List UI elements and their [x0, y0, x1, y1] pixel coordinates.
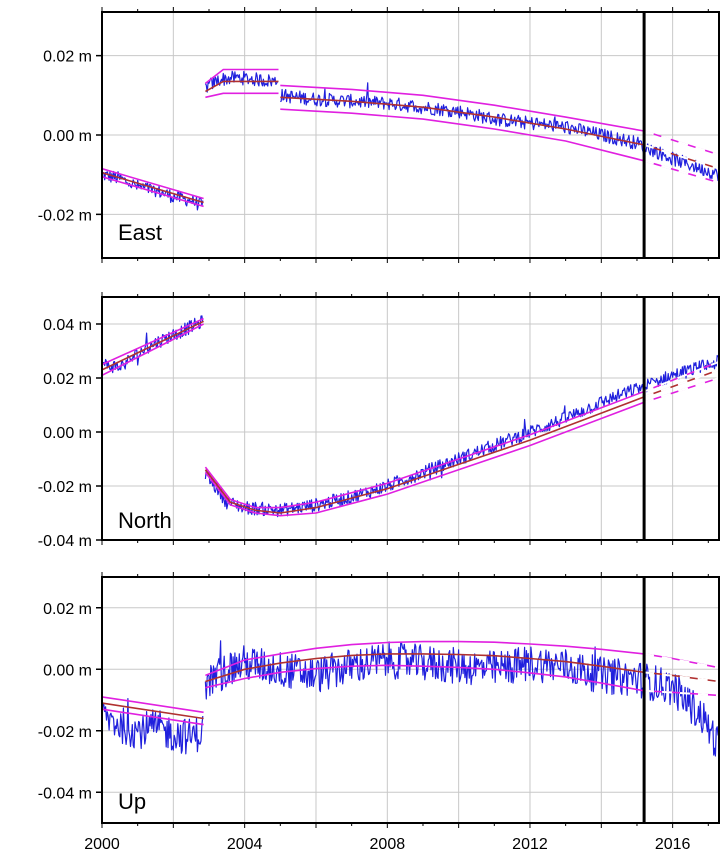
- up-lower-bound-series-segment-1: [205, 664, 720, 697]
- east-lower-bound-forecast-dash: [643, 159, 720, 184]
- north-upper-bound-series-segment-0: [101, 317, 204, 366]
- up-model-series-segment-0: [101, 702, 204, 720]
- north-model-series-segment-1: [204, 369, 720, 514]
- y-tick-label: -0.04 m: [38, 533, 92, 550]
- east-upper-bound-series-segment-1: [204, 68, 279, 85]
- y-tick-label: -0.02 m: [38, 479, 92, 496]
- y-tick-label: 0.00 m: [43, 662, 92, 679]
- panel-north: 0.04 m 0.02 m 0.00 m -0.02 m -0.04 m North: [38, 292, 720, 550]
- north-upper-bound-series-segment-1: [204, 361, 720, 509]
- x-tick-label: 2000: [84, 836, 120, 853]
- panel-label-north: North: [118, 508, 172, 533]
- up-upper-bound-series-segment-1: [205, 640, 720, 677]
- x-tick-label: 2016: [655, 836, 691, 853]
- up-observed-series-segment-1: [204, 640, 719, 757]
- east-model-series-segment-0: [101, 171, 204, 204]
- y-tick-label: 0.02 m: [43, 49, 92, 66]
- panel-up: 0.02 m 0.00 m -0.02 m -0.04 m 2000 2004 2008 2…: [38, 572, 720, 853]
- east-model-forecast-dash: [643, 143, 720, 170]
- up-model-series-segment-1: [205, 653, 720, 683]
- north-model-forecast-dash: [643, 368, 720, 398]
- y-tick-label: 0.02 m: [43, 601, 92, 618]
- y-tick-label: 0.04 m: [43, 317, 92, 334]
- north-model-series-segment-0: [101, 320, 204, 371]
- east-lower-bound-series-segment-1: [205, 92, 279, 99]
- north-upper-bound-forecast-dash: [643, 360, 720, 393]
- y-tick-label: 0.02 m: [43, 371, 92, 388]
- north-lower-bound-forecast-dash: [643, 377, 720, 404]
- up-model-forecast-dash: [643, 671, 720, 683]
- x-tick-label: 2012: [512, 836, 548, 853]
- y-tick-label: -0.02 m: [38, 724, 92, 741]
- east-observed-series-segment-1: [204, 70, 278, 93]
- panel-label-up: Up: [118, 789, 146, 814]
- up-lower-bound-forecast-dash: [644, 689, 720, 697]
- east-model-series-segment-1: [205, 80, 279, 93]
- y-tick-label: 0.00 m: [43, 128, 92, 145]
- north-lower-bound-series-segment-0: [101, 323, 204, 377]
- north-observed-series-segment-1: [204, 354, 719, 518]
- panel-east: 0.02 m 0.00 m -0.02 m East: [38, 7, 720, 263]
- north-lower-bound-series-segment-1: [204, 377, 720, 517]
- east-observed-series-segment-0: [101, 170, 204, 211]
- east-upper-bound-forecast-dash: [643, 130, 720, 156]
- y-tick-label: 0.00 m: [43, 425, 92, 442]
- east-lower-bound-series-segment-0: [101, 175, 204, 208]
- up-lower-bound-series-segment-0: [101, 708, 204, 726]
- east-upper-bound-series-segment-0: [101, 167, 204, 200]
- y-tick-label: -0.02 m: [38, 207, 92, 224]
- panel-label-east: East: [118, 220, 162, 245]
- plot-frame-north: [101, 296, 720, 541]
- up-observed-series-segment-0: [101, 697, 204, 755]
- y-tick-label: -0.04 m: [38, 785, 92, 802]
- east-observed-series-segment-2: [280, 82, 719, 182]
- up-upper-bound-forecast-dash: [643, 652, 720, 669]
- up-upper-bound-series-segment-0: [101, 696, 204, 714]
- x-tick-label: 2004: [227, 836, 263, 853]
- plot-frame-up: [101, 576, 720, 824]
- x-tick-label: 2008: [370, 836, 406, 853]
